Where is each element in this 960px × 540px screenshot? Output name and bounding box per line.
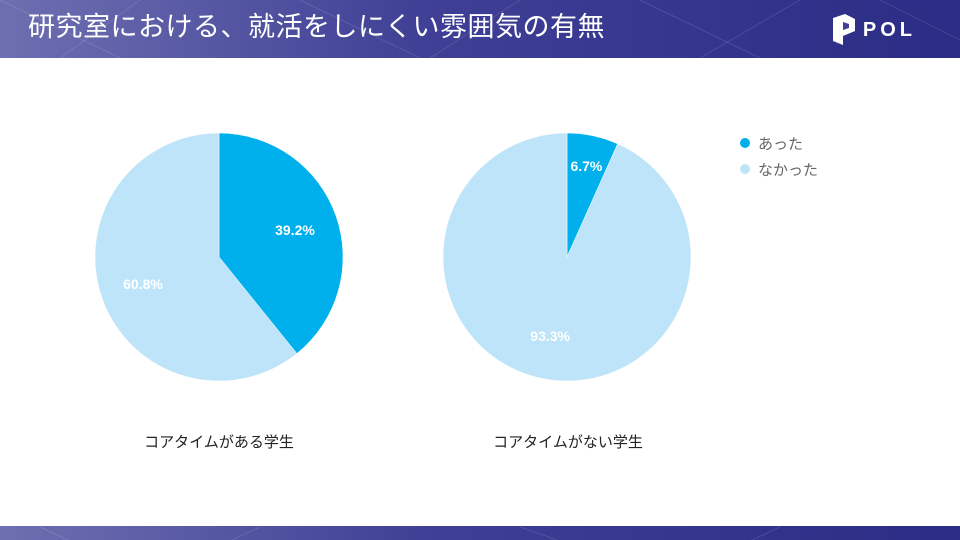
header-banner: 研究室における、就活をしにくい雰囲気の有無 POL (0, 0, 960, 58)
pie-slice-with-coretime-yes (218, 132, 344, 354)
page-title: 研究室における、就活をしにくい雰囲気の有無 (28, 12, 605, 43)
footer-band (0, 526, 960, 540)
legend-label-yes: あった (758, 134, 804, 153)
pie-label-without-coretime-yes: 6.7% (570, 158, 602, 174)
banner-pattern (0, 0, 960, 58)
pie-slice-with-coretime-no (94, 132, 298, 382)
logo-text: POL (862, 18, 916, 41)
legend-label-no: なかった (758, 160, 819, 179)
chart-caption-without-coretime: コアタイムがない学生 (493, 433, 643, 451)
pie-slice-without-coretime-no (442, 132, 692, 382)
pol-logo-icon (832, 14, 855, 45)
chart-caption-with-coretime: コアタイムがある学生 (144, 433, 294, 451)
legend-dot-yes (740, 138, 750, 148)
pol-logo: POL (831, 13, 916, 47)
pie-label-without-coretime-no: 93.3% (530, 328, 570, 344)
legend-item-yes: あった (740, 130, 818, 156)
chart-legend: あった なかった (740, 130, 818, 182)
legend-dot-no (740, 164, 750, 174)
pie-label-with-coretime-yes: 39.2% (275, 222, 315, 238)
footer-pattern (39, 526, 781, 540)
legend-item-no: なかった (740, 156, 818, 182)
pie-label-with-coretime-no: 60.8% (123, 276, 163, 292)
